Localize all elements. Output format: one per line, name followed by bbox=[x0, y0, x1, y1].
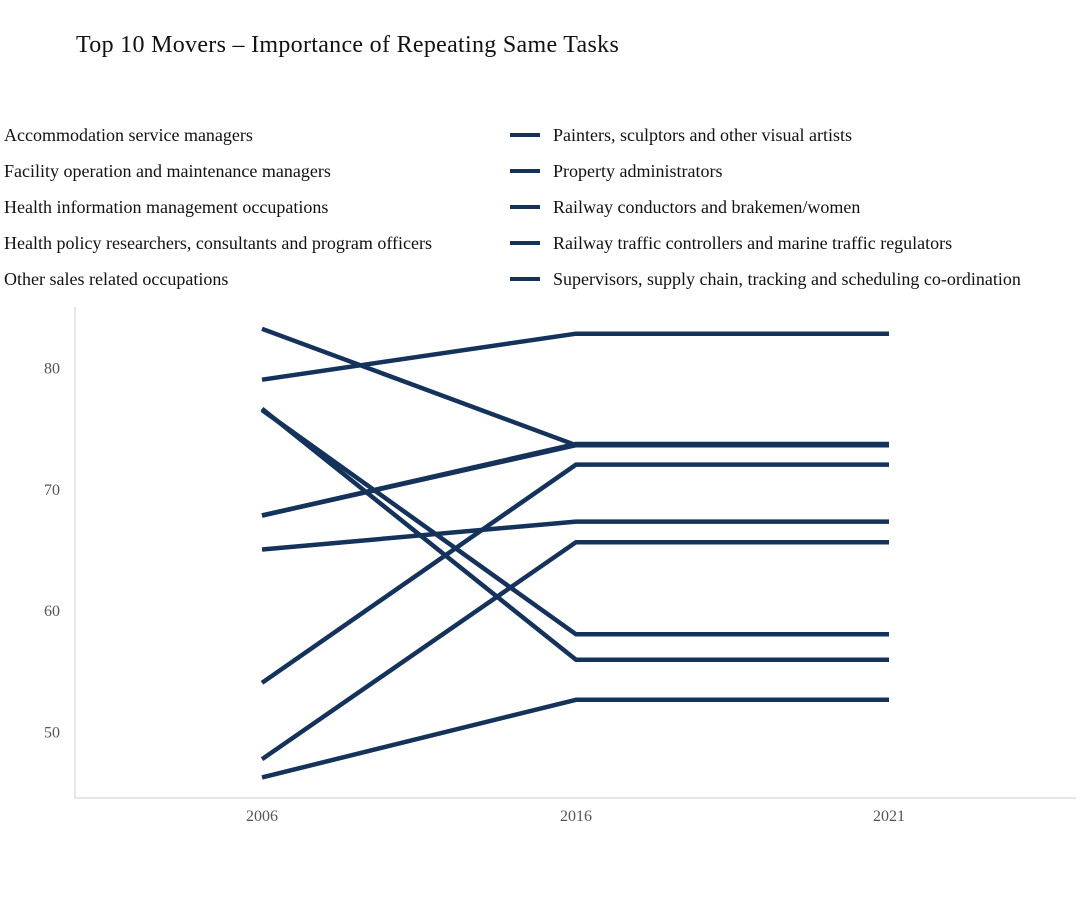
series-line-9 bbox=[260, 539, 889, 762]
x-tick-label: 2021 bbox=[873, 808, 905, 825]
legend-label: Facility operation and maintenance manag… bbox=[4, 161, 331, 181]
series-line-5 bbox=[261, 519, 889, 552]
legend-item: Painters, sculptors and other visual art… bbox=[0, 123, 1088, 147]
series-line-4 bbox=[261, 331, 889, 382]
series-line-1 bbox=[260, 408, 889, 637]
legend-label: Property administrators bbox=[553, 161, 723, 181]
legend-item: Health policy researchers, consultants a… bbox=[0, 231, 1088, 255]
legend-item: Facility operation and maintenance manag… bbox=[0, 159, 1088, 183]
legend-swatch bbox=[510, 169, 540, 173]
y-tick-label: 50 bbox=[44, 724, 60, 741]
legend-swatch bbox=[510, 277, 540, 281]
legend-item: Railway conductors and brakemen/women bbox=[0, 195, 1088, 219]
legend-swatch bbox=[510, 205, 540, 209]
legend-item: Railway traffic controllers and marine t… bbox=[0, 231, 1088, 255]
legend-label: Railway traffic controllers and marine t… bbox=[553, 233, 953, 253]
legend-item: Health information management occupation… bbox=[0, 195, 1088, 219]
series-line-3 bbox=[260, 462, 889, 685]
y-tick-label: 80 bbox=[44, 361, 60, 378]
legend-item: Accommodation service managers bbox=[0, 123, 1088, 147]
x-tick-label: 2016 bbox=[560, 808, 592, 825]
legend-item: Supervisors, supply chain, tracking and … bbox=[0, 267, 1088, 291]
x-tick-label: 2006 bbox=[246, 808, 278, 825]
series-line-7 bbox=[261, 326, 889, 448]
y-tick-label: 70 bbox=[44, 482, 60, 499]
series-lines bbox=[260, 326, 889, 780]
y-tick-label: 60 bbox=[44, 603, 60, 620]
legend-label: Supervisors, supply chain, tracking and … bbox=[553, 269, 1021, 289]
legend-label: Railway conductors and brakemen/women bbox=[553, 197, 861, 217]
legend-swatch bbox=[510, 133, 540, 137]
legend-swatch bbox=[510, 241, 540, 245]
legend-label: Other sales related occupations bbox=[4, 269, 229, 289]
series-line-10 bbox=[261, 441, 889, 518]
axes: 50 60 70 80 2006 2016 2021 bbox=[44, 307, 1076, 825]
legend-label: Accommodation service managers bbox=[4, 125, 253, 145]
legend-item: Other sales related occupations bbox=[0, 267, 1088, 291]
chart-title: Top 10 Movers – Importance of Repeating … bbox=[76, 32, 620, 58]
legend-label: Painters, sculptors and other visual art… bbox=[553, 125, 852, 145]
series-line-6 bbox=[261, 697, 889, 780]
legend-item: Property administrators bbox=[0, 159, 1088, 183]
legend-label: Health information management occupation… bbox=[4, 197, 329, 217]
legend-label: Health policy researchers, consultants a… bbox=[4, 233, 433, 253]
series-line-2 bbox=[261, 442, 889, 518]
